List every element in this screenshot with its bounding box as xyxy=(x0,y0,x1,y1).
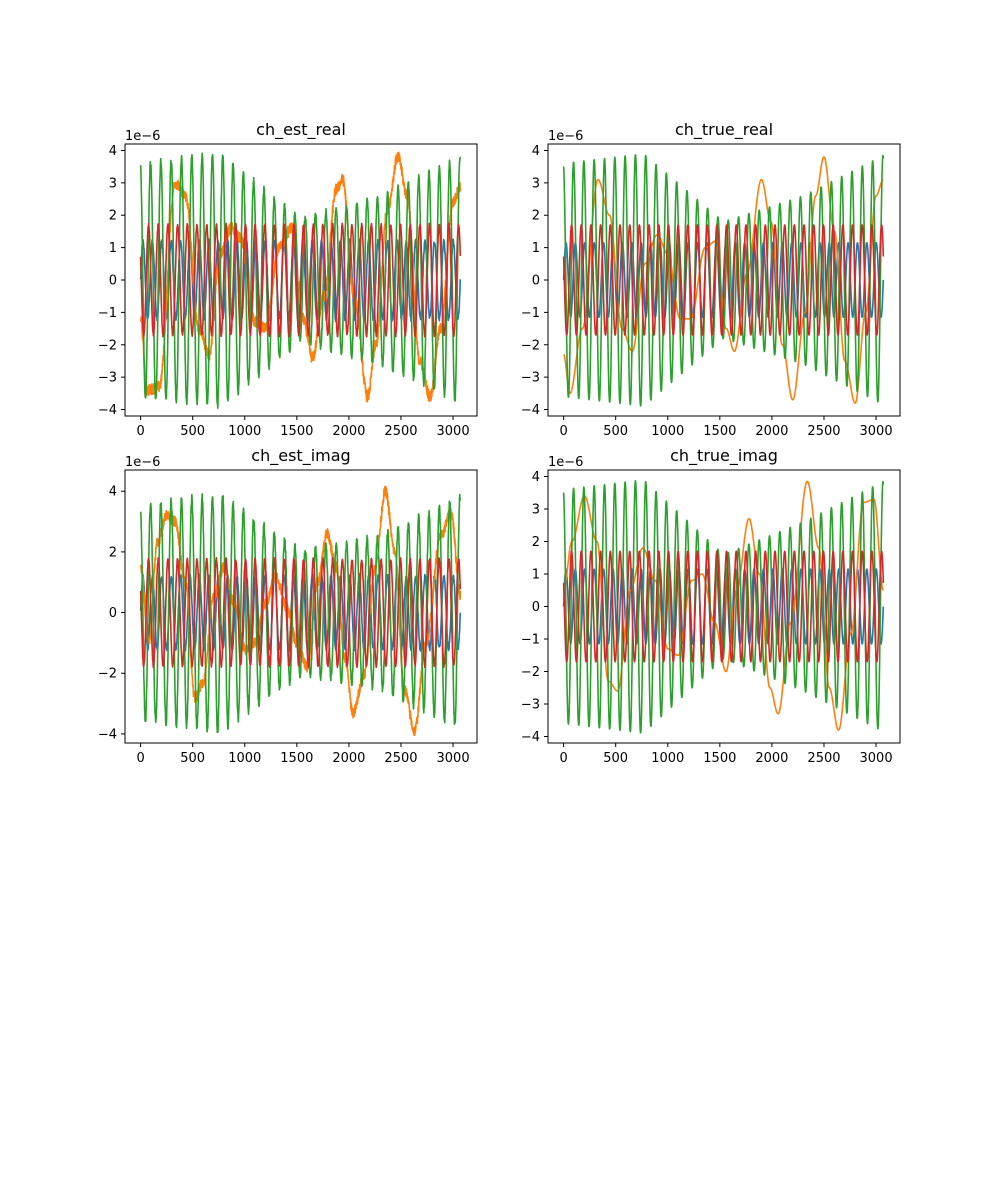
y-tick-label: 4 xyxy=(109,485,117,500)
y-tick-label: −3 xyxy=(521,371,540,386)
subplot-ch-est-imag: 0 500 1000 1500 2000 2500 3000 −4 −2 0 2 4 1e−6 ch_es… xyxy=(98,446,478,766)
x-tick-label: 2500 xyxy=(807,751,840,766)
x-tick-label: 1000 xyxy=(651,424,684,439)
y-tick-label: 3 xyxy=(532,176,540,191)
y-offset-text: 1e−6 xyxy=(125,455,160,470)
y-tick-label: −4 xyxy=(98,727,117,742)
y-tick-label: 2 xyxy=(109,545,117,560)
subplot-ch-true-imag: 0 500 1000 1500 2000 2500 3000 −4 −3 −2 −1 0 1 2 3 4 1e−… xyxy=(521,446,901,766)
y-tick-label: 3 xyxy=(532,503,540,518)
x-tick-label: 2500 xyxy=(384,424,417,439)
y-tick-label: 1 xyxy=(532,568,540,583)
y-tick-label: 4 xyxy=(109,144,117,159)
series-line-3 xyxy=(139,493,462,734)
x-tick-label: 1500 xyxy=(280,751,313,766)
x-tick-label: 2500 xyxy=(807,424,840,439)
x-tick-label: 2500 xyxy=(384,751,417,766)
x-tick-label: 2000 xyxy=(332,424,365,439)
x-tick-label: 500 xyxy=(603,424,628,439)
y-tick-label: 2 xyxy=(109,209,117,224)
y-tick-label: 1 xyxy=(109,241,117,256)
y-tick-label: −4 xyxy=(98,403,117,418)
series-line-4 xyxy=(562,550,885,663)
x-tick-label: 0 xyxy=(559,751,567,766)
x-tick-label: 0 xyxy=(559,424,567,439)
y-tick-label: 0 xyxy=(532,274,540,289)
x-tick-label: 0 xyxy=(136,751,144,766)
y-tick-label: −3 xyxy=(521,698,540,713)
subplot-title: ch_est_real xyxy=(256,120,346,140)
subplot-title: ch_true_imag xyxy=(670,446,778,466)
x-tick-label: 1000 xyxy=(651,751,684,766)
x-tick-label: 500 xyxy=(180,751,205,766)
y-tick-label: 1 xyxy=(532,241,540,256)
subplot-title: ch_true_real xyxy=(675,120,773,140)
y-tick-label: −2 xyxy=(521,338,540,353)
y-tick-label: 2 xyxy=(532,535,540,550)
x-tick-label: 2000 xyxy=(332,751,365,766)
x-tick-label: 3000 xyxy=(437,424,470,439)
plot-area xyxy=(562,154,885,407)
x-tick-label: 500 xyxy=(603,751,628,766)
y-tick-label: 4 xyxy=(532,470,540,485)
x-tick-label: 500 xyxy=(180,424,205,439)
subplot-ch-est-real: 0 500 1000 1500 2000 2500 3000 −4 −3 −2 −1 0 1 2 3 4 1e−… xyxy=(98,120,478,439)
y-tick-label: −2 xyxy=(98,667,117,682)
y-tick-label: 3 xyxy=(109,176,117,191)
x-tick-label: 1500 xyxy=(703,424,736,439)
y-tick-label: −1 xyxy=(521,633,540,648)
y-tick-label: −1 xyxy=(98,306,117,321)
y-tick-label: 2 xyxy=(532,209,540,224)
x-tick-label: 0 xyxy=(136,424,144,439)
series-line-3 xyxy=(562,154,885,407)
y-tick-label: −4 xyxy=(521,403,540,418)
axes-frame xyxy=(124,469,478,744)
subplot-title: ch_est_imag xyxy=(251,446,350,466)
series-line-3 xyxy=(139,152,462,409)
series-line-4 xyxy=(562,224,885,336)
series-line-3 xyxy=(562,480,885,734)
y-offset-text: 1e−6 xyxy=(548,455,583,470)
x-tick-label: 1000 xyxy=(228,424,261,439)
plot-area xyxy=(139,151,462,409)
series-line-4 xyxy=(139,222,462,338)
x-tick-label: 1000 xyxy=(228,751,261,766)
x-tick-label: 2000 xyxy=(755,424,788,439)
x-tick-label: 3000 xyxy=(437,751,470,766)
series-line-4 xyxy=(139,556,462,669)
x-tick-label: 3000 xyxy=(860,751,893,766)
plot-area xyxy=(562,480,885,734)
x-tick-label: 1500 xyxy=(280,424,313,439)
y-offset-text: 1e−6 xyxy=(548,129,583,144)
y-tick-label: −2 xyxy=(98,338,117,353)
series-line-2 xyxy=(563,480,884,731)
subplot-ch-true-real: 0 500 1000 1500 2000 2500 3000 −4 −3 −2 −1 0 1 2 3 4 1e−… xyxy=(521,120,901,439)
y-tick-label: 4 xyxy=(532,144,540,159)
y-tick-label: 0 xyxy=(109,274,117,289)
x-tick-label: 3000 xyxy=(860,424,893,439)
y-offset-text: 1e−6 xyxy=(125,129,160,144)
plot-area xyxy=(139,485,462,737)
y-tick-label: −3 xyxy=(98,371,117,386)
x-tick-label: 2000 xyxy=(755,751,788,766)
x-tick-label: 1500 xyxy=(703,751,736,766)
y-tick-label: −4 xyxy=(521,730,540,745)
y-tick-label: −2 xyxy=(521,665,540,680)
y-tick-label: 0 xyxy=(532,600,540,615)
y-tick-label: 0 xyxy=(109,606,117,621)
y-tick-label: −1 xyxy=(521,306,540,321)
